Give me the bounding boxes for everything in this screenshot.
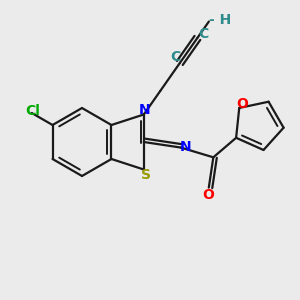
Text: C: C [198, 27, 208, 41]
Text: - H: - H [209, 13, 231, 26]
Text: N: N [139, 103, 151, 118]
Text: Cl: Cl [25, 104, 40, 118]
Text: C: C [171, 50, 181, 64]
Text: N: N [180, 140, 192, 154]
Text: S: S [141, 167, 151, 182]
Text: O: O [202, 188, 214, 202]
Text: O: O [236, 97, 248, 111]
